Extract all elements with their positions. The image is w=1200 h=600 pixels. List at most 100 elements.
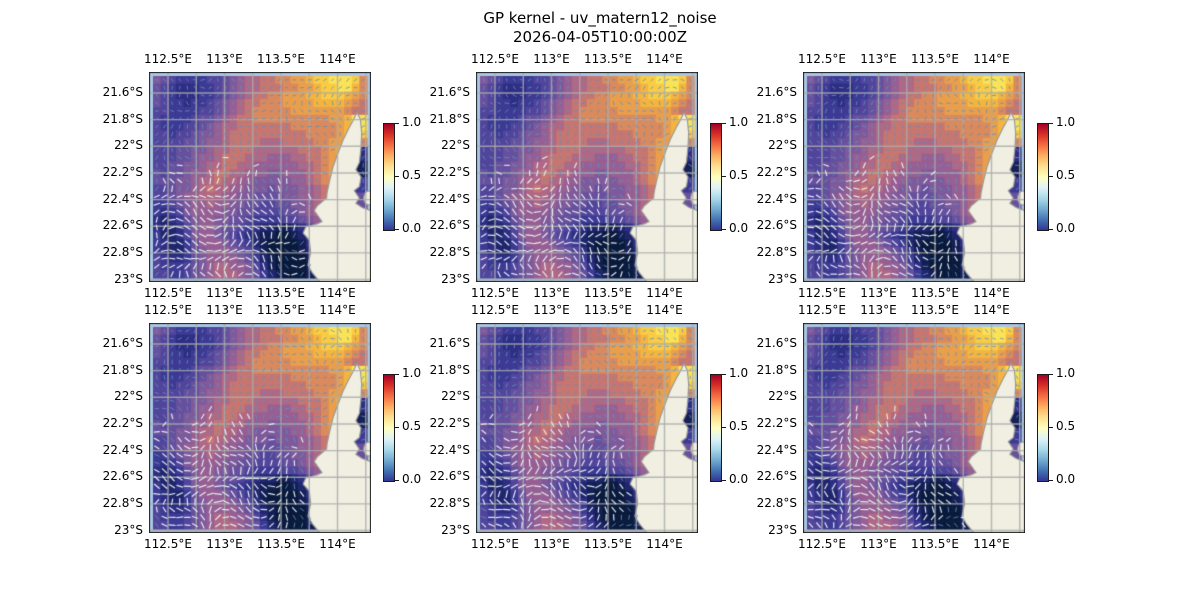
colorbar-tick-r0c2-2: 0.0 [1056,221,1076,235]
colorbar-tickmark-r0c0-0 [395,122,399,124]
colorbar-tick-r1c2-2: 0.0 [1056,472,1076,486]
y-tick-r1c0-6: 22.8°S [102,495,143,510]
colorbar-tickmark-r0c2-0 [1049,122,1053,124]
y-tick-r0c0-5: 22.6°S [102,218,143,233]
x-tick-bottom-r1c2-1: 113°E [860,537,897,551]
colorbar-tickmark-r0c1-0 [722,122,726,124]
y-tick-r1c0-0: 21.6°S [102,336,143,350]
x-tick-top-r0c1-3: 114°E [646,52,683,66]
y-tick-r1c2-2: 22°S [768,389,797,404]
y-tick-r0c0-0: 21.6°S [102,85,143,99]
y-tick-r1c1-3: 22.2°S [429,415,470,430]
colorbar-tick-r1c1-1: 0.5 [729,419,749,433]
colorbar-tickmark-r1c0-2 [395,479,399,481]
y-tick-r1c2-0: 21.6°S [756,336,797,350]
colorbar-tick-r1c0-0: 1.0 [402,366,422,380]
y-tick-r0c1-4: 22.4°S [429,191,470,206]
y-tick-r1c1-6: 22.8°S [429,495,470,510]
x-tick-bottom-r0c2-1: 113°E [860,286,897,300]
colorbar-tick-r1c2-1: 0.5 [1056,419,1076,433]
colorbar-r1c2 [1037,374,1049,482]
x-tick-top-r0c2-0: 112.5°E [798,52,846,66]
x-tick-bottom-r1c0-0: 112.5°E [144,537,192,551]
y-tick-r1c2-1: 21.8°S [756,362,797,377]
y-tick-r1c0-1: 21.8°S [102,362,143,377]
y-tick-r0c1-0: 21.6°S [429,85,470,99]
y-tick-r1c0-4: 22.4°S [102,442,143,457]
y-tick-r0c0-1: 21.8°S [102,111,143,126]
x-tick-bottom-r1c0-3: 114°E [319,537,356,551]
colorbar-tickmark-r0c1-1 [722,175,726,177]
x-tick-bottom-r1c2-0: 112.5°E [798,537,846,551]
colorbar-tick-r1c1-2: 0.0 [729,472,749,486]
x-tick-bottom-r0c1-0: 112.5°E [471,286,519,300]
x-tick-bottom-r0c1-3: 114°E [646,286,683,300]
x-tick-top-r0c0-0: 112.5°E [144,52,192,66]
y-tick-r1c2-6: 22.8°S [756,495,797,510]
colorbar-r0c2 [1037,123,1049,231]
x-tick-bottom-r1c1-1: 113°E [533,537,570,551]
x-tick-bottom-r1c0-1: 113°E [206,537,243,551]
y-tick-r0c2-6: 22.8°S [756,244,797,259]
x-tick-top-r0c0-2: 113.5°E [257,52,305,66]
x-tick-bottom-r1c2-3: 114°E [973,537,1010,551]
x-tick-top-r0c2-2: 113.5°E [911,52,959,66]
y-tick-r1c2-4: 22.4°S [756,442,797,457]
y-tick-r1c0-5: 22.6°S [102,469,143,484]
y-tick-r0c2-1: 21.8°S [756,111,797,126]
y-tick-r1c1-4: 22.4°S [429,442,470,457]
colorbar-tick-r0c2-0: 1.0 [1056,115,1076,129]
x-tick-bottom-r0c1-2: 113.5°E [584,286,632,300]
x-tick-top-r1c0-0: 112.5°E [144,303,192,317]
map-canvas-r0c1 [476,72,698,282]
x-tick-bottom-r1c0-2: 113.5°E [257,537,305,551]
x-tick-top-r1c2-3: 114°E [973,303,1010,317]
y-tick-r0c2-0: 21.6°S [756,85,797,99]
x-tick-top-r1c2-2: 113.5°E [911,303,959,317]
x-tick-top-r0c2-1: 113°E [860,52,897,66]
x-tick-bottom-r0c0-1: 113°E [206,286,243,300]
colorbar-tickmark-r1c1-1 [722,426,726,428]
map-canvas-r1c2 [803,323,1025,533]
y-tick-r0c2-2: 22°S [768,138,797,153]
colorbar-tick-r0c0-0: 1.0 [402,115,422,129]
x-tick-top-r0c0-1: 113°E [206,52,243,66]
figure-title-line1: GP kernel - uv_matern12_noise [483,9,717,27]
y-tick-r0c2-7: 23°S [768,271,797,286]
x-tick-top-r0c0-3: 114°E [319,52,356,66]
y-tick-r0c0-4: 22.4°S [102,191,143,206]
y-tick-r0c0-2: 22°S [114,138,143,153]
x-tick-bottom-r1c2-2: 113.5°E [911,537,959,551]
colorbar-tickmark-r1c0-1 [395,426,399,428]
x-tick-bottom-r1c1-3: 114°E [646,537,683,551]
x-tick-top-r1c1-2: 113.5°E [584,303,632,317]
y-tick-r1c0-3: 22.2°S [102,415,143,430]
y-tick-r0c0-3: 22.2°S [102,164,143,179]
colorbar-r0c1 [710,123,722,231]
x-tick-top-r0c1-0: 112.5°E [471,52,519,66]
colorbar-tick-r1c0-2: 0.0 [402,472,422,486]
y-tick-r0c1-3: 22.2°S [429,164,470,179]
y-tick-r1c1-2: 22°S [441,389,470,404]
y-tick-r0c1-1: 21.8°S [429,111,470,126]
y-tick-r0c2-3: 22.2°S [756,164,797,179]
colorbar-tick-r0c1-0: 1.0 [729,115,749,129]
colorbar-r1c1 [710,374,722,482]
x-tick-bottom-r0c2-3: 114°E [973,286,1010,300]
y-tick-r1c0-2: 22°S [114,389,143,404]
y-tick-r0c1-7: 23°S [441,271,470,286]
y-tick-r0c2-4: 22.4°S [756,191,797,206]
colorbar-tick-r0c0-1: 0.5 [402,168,422,182]
x-tick-top-r1c0-1: 113°E [206,303,243,317]
map-canvas-r1c1 [476,323,698,533]
colorbar-tick-r1c1-0: 1.0 [729,366,749,380]
y-tick-r1c2-5: 22.6°S [756,469,797,484]
figure-title-line2: 2026-04-05T10:00:00Z [513,28,687,46]
x-tick-top-r0c1-2: 113.5°E [584,52,632,66]
colorbar-r0c0 [383,123,395,231]
colorbar-tick-r0c0-2: 0.0 [402,221,422,235]
map-canvas-r0c2 [803,72,1025,282]
x-tick-bottom-r0c0-3: 114°E [319,286,356,300]
colorbar-tickmark-r1c2-2 [1049,479,1053,481]
y-tick-r0c1-6: 22.8°S [429,244,470,259]
